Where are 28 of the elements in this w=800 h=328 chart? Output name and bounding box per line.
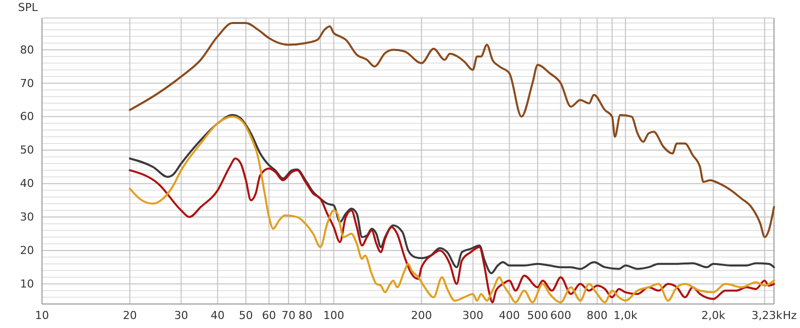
y-tick-label: 30 xyxy=(20,210,34,224)
x-tick-label: 20 xyxy=(122,308,137,322)
x-tick-label: 70 xyxy=(282,308,296,322)
x-tick-label: 3,23k xyxy=(752,308,784,322)
x-tick-label: 50 xyxy=(238,308,253,322)
x-tick-label: 60 xyxy=(262,308,276,322)
x-tick-label: 200 xyxy=(411,308,432,322)
y-tick-label: 10 xyxy=(20,277,34,290)
y-tick-label: 20 xyxy=(20,244,34,257)
y-tick-label: 80 xyxy=(20,43,34,56)
x-tick-label: 300 xyxy=(462,308,484,322)
x-tick-label: 400 xyxy=(498,308,520,322)
x-tick-label: 600 xyxy=(550,308,572,322)
x-tick-label: 80 xyxy=(298,308,312,322)
x-axis-title: Hz xyxy=(782,308,797,322)
x-tick-label: 100 xyxy=(323,308,344,322)
x-tick-label: 1,0k xyxy=(614,308,638,322)
y-tick-label: 50 xyxy=(20,144,34,157)
y-tick-label: 40 xyxy=(20,177,34,190)
x-tick-label: 800 xyxy=(586,308,608,322)
y-tick-label: 70 xyxy=(20,76,34,90)
x-tick-label: 500 xyxy=(527,308,548,322)
x-tick-label: 30 xyxy=(174,308,188,322)
y-tick-label: 60 xyxy=(20,110,34,124)
x-tick-label: 40 xyxy=(210,308,225,322)
x-tick-label: 10 xyxy=(35,308,49,322)
x-tick-label: 2,0k xyxy=(701,308,726,322)
y-axis-title: SPL xyxy=(18,1,39,14)
